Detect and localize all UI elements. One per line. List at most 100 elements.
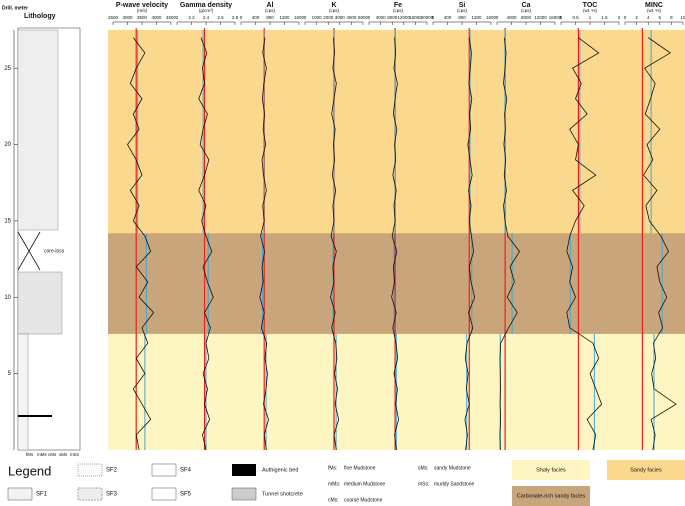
track-unit: (cps) [521,8,532,13]
x-tick-label: 1200 [471,15,482,20]
abbreviation-text: muddy Sandstone [434,481,475,487]
authigenic-bed [18,415,52,417]
facies-legend-box [607,460,685,480]
x-tick-label: 2 [635,15,638,20]
facies-band [108,233,685,334]
track-title: Ca [522,2,531,9]
legend-bed-label: Tunnel shotcrete [262,491,303,497]
grain-size-label: sMs [59,452,68,457]
x-tick-label: 8000 [521,15,532,20]
grain-size-label: fMs [26,452,34,457]
track-unit: (wt. %) [647,8,662,13]
core-loss-cross [17,231,41,271]
legend-unit-label: SF4 [180,468,192,474]
x-tick-label: 3000 [122,15,133,20]
x-tick-label: 800 [458,15,466,20]
abbreviation-code: mSs: [418,481,429,487]
x-tick-label: 8000 [387,15,398,20]
x-tick-label: 0 [496,15,499,20]
x-tick-label: 2.6 [217,15,224,20]
x-tick-label: 12000 [534,15,547,20]
x-tick-label: 400 [252,15,260,20]
x-tick-label: 4 [647,15,650,20]
y-tick-label: 15 [4,218,11,224]
x-tick-label: 2000 [323,15,334,20]
x-tick-label: 800 [266,15,274,20]
track-title: MINC [645,2,663,9]
x-tick-label: 10 [680,15,685,20]
log-curve [127,37,155,451]
x-tick-label: 2 [176,15,179,20]
x-tick-label: 3000 [335,15,346,20]
legend-symbols [7,463,257,501]
x-tick-label: 0 [240,15,243,20]
x-tick-label: 4000 [346,15,357,20]
x-tick-label: 1600 [294,15,305,20]
track-title: Gamma density [180,2,232,9]
y-tick-label: 10 [4,295,11,301]
track-unit: (cps) [329,8,340,13]
track-unit: (wt. %) [583,8,598,13]
sf3-symbol [77,487,103,501]
column-unit [17,333,29,451]
abbreviation-code: cMs: [328,497,339,503]
legend-title: Legend [8,463,51,478]
x-tick-label: 1200 [279,15,290,20]
sf2-symbol [77,463,103,477]
track-title: Fe [394,2,402,9]
x-tick-label: 20000 [421,15,434,20]
x-tick-label: 16000 [409,15,422,20]
x-tick-label: 4500 [166,15,177,20]
column-unit [17,29,59,231]
legend-unit-label: SF1 [36,492,48,498]
abbreviation-text: coarse Mudstone [344,497,383,503]
grain-size-label: mMs [37,452,47,457]
log-curve [566,37,603,451]
abbreviation-text: sandy Mudstone [434,465,471,471]
sf1-symbol [7,487,33,501]
x-tick-label: 2 [618,15,621,20]
x-tick-label: 1 [589,15,592,20]
facies-legend-label: Sandy facies [630,467,662,473]
abbreviation-code: mMs: [328,481,340,487]
x-tick-label: 8 [670,15,673,20]
facies-legend-box [512,486,590,506]
column-unit [17,271,63,335]
x-tick-label: 12000 [398,15,411,20]
x-tick-label: 0.5 [572,15,579,20]
track-unit: (m/s) [137,8,148,13]
x-tick-label: 1.5 [601,15,608,20]
track-title: P-wave velocity [116,2,168,9]
core-loss-label: core-loss [44,248,65,254]
x-tick-label: 16000 [549,15,562,20]
x-tick-label: 6 [659,15,662,20]
legend-unit-label: SF5 [180,492,192,498]
y-tick-label: 25 [4,66,11,72]
track-unit: (cps) [265,8,276,13]
lithology-title: Lithology [24,13,56,20]
x-tick-label: 0 [304,15,307,20]
x-tick-label: 0 [624,15,627,20]
x-tick-label: 2.4 [203,15,210,20]
log-curve [391,37,399,451]
track-title: Si [459,2,466,9]
lithology-column [17,27,81,451]
log-curve [464,37,476,451]
abbreviation-code: sMs: [418,465,429,471]
y-tick-label: 20 [4,142,11,148]
abbreviation-text: fine Mudstone [344,465,376,471]
log-curve [259,37,269,451]
abbreviation-text: medium Mudstone [344,481,385,487]
abbreviation-code: fMs: [328,465,337,471]
x-tick-label: 4000 [506,15,517,20]
x-tick-label: 0 [432,15,435,20]
sf4-symbol [151,463,177,477]
legend-unit-label: SF3 [106,492,118,498]
track-title: TOC [583,2,598,9]
legend-bed-label: Authigenic bed [262,467,298,473]
x-tick-label: 0 [368,15,371,20]
track-unit: (cps) [393,8,404,13]
facies-legend-label: Shaly facies [536,467,566,473]
x-tick-label: 5000 [358,15,369,20]
